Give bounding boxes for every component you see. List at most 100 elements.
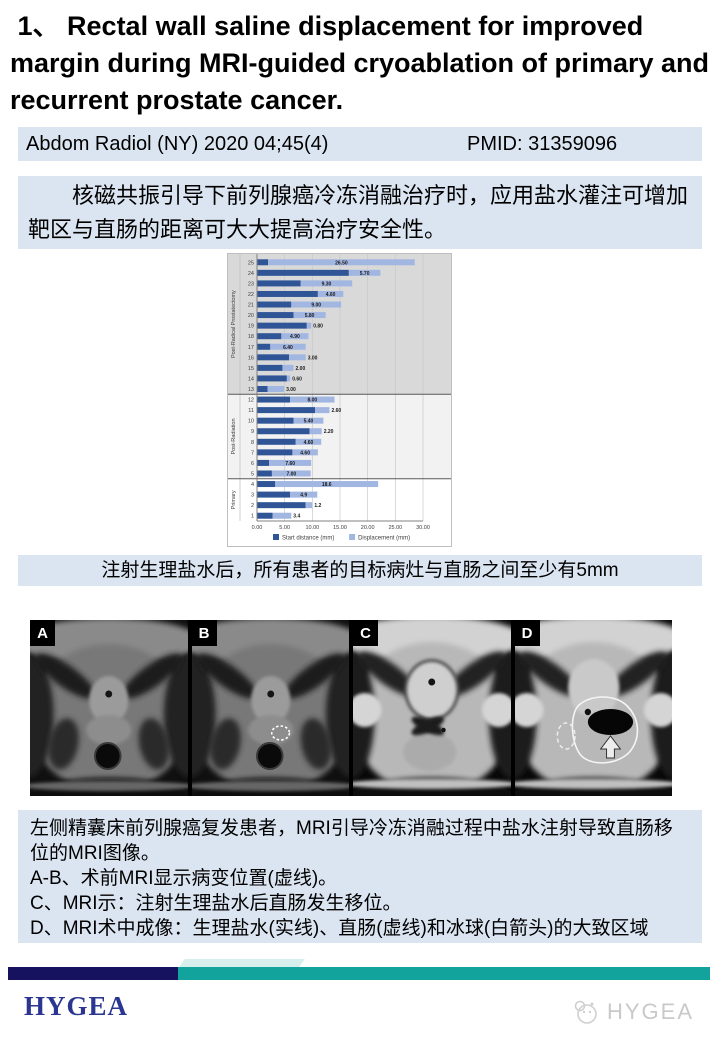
svg-text:19: 19 (248, 324, 254, 330)
panel-letter: B (191, 620, 217, 646)
svg-text:30.00: 30.00 (416, 525, 430, 531)
anatomy-illustration (191, 620, 349, 796)
svg-text:3: 3 (251, 493, 254, 499)
svg-text:2.20: 2.20 (324, 429, 334, 435)
svg-text:4.60: 4.60 (304, 440, 314, 446)
hygea-logo: HYGEA (24, 991, 129, 1021)
svg-text:8: 8 (251, 440, 254, 446)
svg-text:20.00: 20.00 (361, 525, 375, 531)
svg-text:5.70: 5.70 (360, 271, 370, 277)
svg-text:9: 9 (251, 429, 254, 435)
svg-text:22: 22 (248, 292, 254, 298)
anatomy-illustration (514, 620, 672, 796)
svg-text:4.60: 4.60 (300, 450, 310, 456)
svg-text:5.80: 5.80 (305, 313, 315, 319)
svg-text:11: 11 (248, 408, 254, 414)
svg-text:5.00: 5.00 (279, 525, 290, 531)
svg-text:0.00: 0.00 (252, 525, 263, 531)
mri-panel-b: B (191, 620, 349, 796)
caption-line: A-B、术前MRI显示病变位置(虚线)。 (30, 868, 338, 889)
svg-text:18.6: 18.6 (322, 482, 332, 488)
svg-text:5.40: 5.40 (304, 419, 314, 425)
footer-bar-navy (8, 967, 178, 980)
summary-text-zh: 核磁共振引导下前列腺癌冷冻消融治疗时，应用盐水灌注可增加靶区与直肠的距离可大大提… (18, 176, 702, 249)
svg-text:17: 17 (248, 345, 254, 351)
watermark-text: HYGEA (606, 999, 694, 1024)
svg-text:5: 5 (251, 471, 254, 477)
svg-text:6.40: 6.40 (283, 345, 293, 351)
page-title: 1、 Rectal wall saline displacement for i… (10, 11, 717, 115)
rectum-dashed-outline (556, 722, 576, 750)
mri-image-b (191, 620, 349, 796)
footer-accent-stripe (179, 959, 305, 967)
svg-text:4.9: 4.9 (300, 493, 307, 499)
svg-text:25: 25 (248, 260, 254, 266)
svg-text:9.00: 9.00 (311, 303, 321, 309)
svg-text:14: 14 (248, 376, 254, 382)
caption-line: D、MRI术中成像：生理盐水(实线)、直肠(虚线)和冰球(白箭头)的大致区域 (30, 918, 649, 939)
svg-text:3.4: 3.4 (293, 514, 300, 520)
svg-text:4: 4 (251, 482, 254, 488)
svg-text:0.80: 0.80 (313, 324, 323, 330)
svg-text:3.00: 3.00 (286, 387, 296, 393)
mri-panel-a: A (30, 620, 188, 796)
mri-panel-d: D (514, 620, 672, 796)
panel-letter: C (353, 620, 378, 646)
svg-text:6: 6 (251, 461, 254, 467)
svg-text:26.50: 26.50 (335, 260, 348, 266)
svg-text:7: 7 (251, 450, 254, 456)
svg-text:24: 24 (248, 271, 254, 277)
hygea-watermark: HYGEA (571, 997, 694, 1027)
svg-text:4.60: 4.60 (326, 292, 336, 298)
figure-caption: 左侧精囊床前列腺癌复发患者，MRI引导冷冻消融过程中盐水注射导致直肠移位的MRI… (18, 810, 702, 943)
saline-solid-outline (571, 696, 638, 764)
stacked-bar-chart: 26.50255.70249.30234.60229.00215.80200.8… (227, 253, 452, 547)
svg-text:13: 13 (248, 387, 254, 393)
footer-bar-teal (178, 967, 710, 980)
mri-image-d (514, 620, 672, 796)
svg-text:7.60: 7.60 (285, 461, 295, 467)
svg-text:2.60: 2.60 (331, 408, 341, 414)
mri-image-a (30, 620, 188, 796)
mri-figure-strip: A (30, 620, 672, 796)
svg-text:10.00: 10.00 (305, 525, 319, 531)
mri-panel-c: C (353, 620, 511, 796)
anatomy-illustration (30, 620, 188, 796)
svg-text:21: 21 (248, 303, 254, 309)
svg-text:2.00: 2.00 (296, 366, 306, 372)
lesion-dotted-circle (270, 725, 290, 741)
svg-text:8.00: 8.00 (307, 398, 317, 404)
journal-citation: Abdom Radiol (NY) 2020 04;45(4) (26, 132, 329, 155)
svg-text:1: 1 (251, 514, 254, 520)
svg-text:16: 16 (248, 355, 254, 361)
svg-text:18: 18 (248, 334, 254, 340)
svg-text:15: 15 (248, 366, 254, 372)
svg-text:10: 10 (248, 419, 254, 425)
pmid-label: PMID: 31359096 (467, 132, 618, 155)
svg-text:Post-Radiation: Post-Radiation (231, 418, 237, 454)
svg-text:15.00: 15.00 (333, 525, 347, 531)
svg-text:Post-Radical Prostatectomy: Post-Radical Prostatectomy (231, 290, 237, 358)
svg-text:Start distance (mm): Start distance (mm) (282, 536, 334, 542)
svg-text:1.2: 1.2 (314, 503, 321, 509)
svg-text:25.00: 25.00 (388, 525, 402, 531)
panel-letter: A (30, 620, 55, 646)
svg-text:0.60: 0.60 (292, 376, 302, 382)
svg-text:Primary: Primary (231, 490, 237, 509)
svg-text:23: 23 (248, 281, 254, 287)
citation-bar: Abdom Radiol (NY) 2020 04;45(4) PMID: 31… (18, 127, 702, 161)
svg-text:7.00: 7.00 (286, 471, 296, 477)
displacement-chart: 26.50 25 5.70 24 9.30 23 4.60 22 9.00 21 5.80 20 0.8… (227, 253, 452, 547)
svg-text:9.30: 9.30 (322, 281, 332, 287)
iceball-arrow-icon (599, 735, 621, 759)
chart-caption: 注射生理盐水后，所有患者的目标病灶与直肠之间至少有5mm (18, 555, 702, 586)
panel-letter: D (514, 620, 540, 646)
svg-text:12: 12 (248, 398, 254, 404)
svg-text:2: 2 (251, 503, 254, 509)
hygea-mascot-icon (574, 1000, 597, 1024)
anatomy-illustration (353, 620, 511, 796)
svg-text:3.00: 3.00 (308, 355, 318, 361)
svg-text:20: 20 (248, 313, 254, 319)
caption-line: 左侧精囊床前列腺癌复发患者，MRI引导冷冻消融过程中盐水注射导致直肠移位的MRI… (30, 818, 673, 864)
